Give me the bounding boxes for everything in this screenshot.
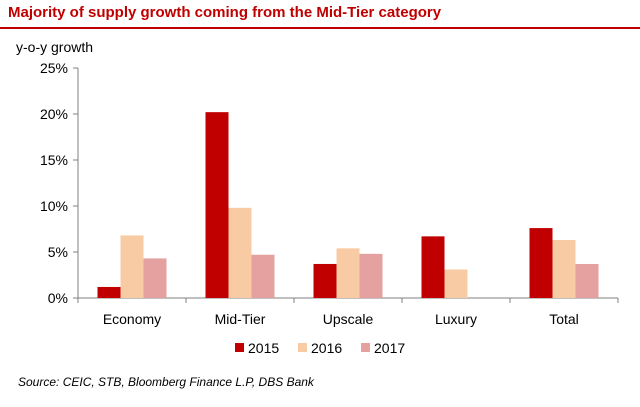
y-tick-label: 0% xyxy=(48,290,68,306)
title-rule xyxy=(0,27,640,29)
bar-2016 xyxy=(552,240,576,298)
y-tick-label: 20% xyxy=(40,106,68,122)
source-note: Source: CEIC, STB, Bloomberg Finance L.P… xyxy=(18,375,314,389)
y-axis-label: y-o-y growth xyxy=(16,39,93,55)
y-tick-label: 25% xyxy=(40,60,68,76)
y-tick-label: 15% xyxy=(40,152,68,168)
legend-label: 2015 xyxy=(248,340,279,356)
legend-label: 2017 xyxy=(374,340,405,356)
bar-2016 xyxy=(336,248,360,298)
bar-2017 xyxy=(359,253,383,298)
bar-2017 xyxy=(143,258,167,298)
chart-title: Majority of supply growth coming from th… xyxy=(8,4,442,21)
legend-label: 2016 xyxy=(311,340,342,356)
x-tick-label: Total xyxy=(549,311,579,327)
bar-2015 xyxy=(97,286,121,298)
bar-2016 xyxy=(444,269,468,298)
x-tick-label: Upscale xyxy=(323,311,374,327)
y-tick-label: 5% xyxy=(48,244,68,260)
bar-2016 xyxy=(228,207,252,298)
bar-2017 xyxy=(251,254,275,298)
bar-2015 xyxy=(529,228,553,298)
x-tick-label: Luxury xyxy=(435,311,477,327)
bar-2016 xyxy=(120,235,144,298)
legend-swatch-2015 xyxy=(235,343,244,352)
y-tick-label: 10% xyxy=(40,198,68,214)
legend-swatch-2016 xyxy=(298,343,307,352)
bar-chart: y-o-y growth 0% 5% 10% 15% 20% 25% Economy Mid-T… xyxy=(16,39,619,356)
bar-2015 xyxy=(205,112,229,298)
x-tick-label: Mid-Tier xyxy=(215,311,266,327)
x-tick-label: Economy xyxy=(103,311,161,327)
bar-2015 xyxy=(313,263,337,298)
bar-2015 xyxy=(421,236,445,298)
bar-2017 xyxy=(575,263,599,298)
legend-swatch-2017 xyxy=(361,343,370,352)
